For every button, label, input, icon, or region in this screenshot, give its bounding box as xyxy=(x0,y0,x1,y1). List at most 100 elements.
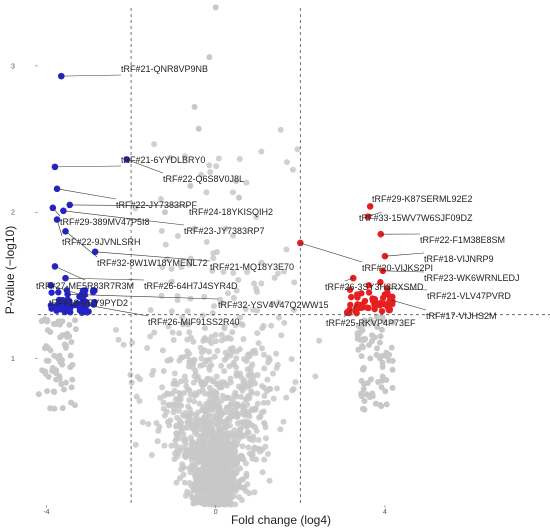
ns-point xyxy=(181,373,188,380)
ns-point xyxy=(258,280,265,287)
ns-point xyxy=(127,371,134,378)
ns-point xyxy=(132,205,139,212)
ns-point xyxy=(175,407,182,414)
ns-point xyxy=(229,345,236,352)
point-label: tRF#26-3SY3H3RXSMD xyxy=(325,282,424,292)
ns-point xyxy=(203,238,210,245)
ns-point xyxy=(57,334,64,341)
ns-point xyxy=(42,370,49,377)
ns-point xyxy=(213,389,220,396)
label-connector xyxy=(67,293,219,300)
x-axis-ticks: -4 0 4 xyxy=(43,505,387,516)
ns-point xyxy=(160,399,167,406)
ns-point xyxy=(211,353,218,360)
ns-point xyxy=(213,396,220,403)
ns-point xyxy=(51,388,58,395)
ns-point xyxy=(212,459,219,466)
ns-point xyxy=(129,339,136,346)
up-labeled-point xyxy=(381,252,389,260)
ns-point xyxy=(259,325,266,332)
ns-point xyxy=(229,189,236,196)
ns-point xyxy=(246,450,253,457)
ns-point xyxy=(225,415,232,422)
ns-point xyxy=(260,351,267,358)
ns-point xyxy=(208,443,215,450)
label-connector xyxy=(65,277,145,281)
ns-point xyxy=(378,384,385,391)
ns-point xyxy=(180,431,187,438)
ns-point xyxy=(261,384,268,391)
ns-point xyxy=(222,225,229,232)
down-labeled-point xyxy=(123,156,131,163)
ns-point xyxy=(173,479,180,486)
label-connector xyxy=(54,266,86,281)
ns-point xyxy=(203,400,210,407)
ns-point xyxy=(359,405,366,412)
ns-point xyxy=(356,329,363,336)
ns-point xyxy=(191,225,198,232)
point-label: tRF#22-Q6S8V0J8L xyxy=(163,174,244,184)
ns-point xyxy=(51,405,58,412)
up-point xyxy=(352,308,359,315)
ns-point xyxy=(67,352,74,359)
down-point xyxy=(83,309,91,316)
point-label: tRF#18-VIJNRP9 xyxy=(424,254,494,264)
ns-point xyxy=(226,363,233,370)
ns-point xyxy=(170,336,177,343)
ns-point xyxy=(234,372,241,379)
ns-point xyxy=(159,263,166,270)
ns-point xyxy=(171,370,178,377)
ns-point xyxy=(243,473,250,480)
ns-point xyxy=(203,189,210,196)
ns-point xyxy=(45,344,52,351)
ns-point xyxy=(201,426,208,433)
ns-point xyxy=(165,401,172,408)
ns-point xyxy=(215,486,222,493)
ns-point xyxy=(191,451,198,458)
ns-point xyxy=(196,400,203,407)
ns-point xyxy=(235,277,242,284)
ns-point xyxy=(275,314,282,321)
down-point xyxy=(66,305,74,313)
ns-point xyxy=(161,209,168,216)
ns-point xyxy=(197,484,204,491)
ns-point xyxy=(215,155,222,162)
ns-point xyxy=(222,349,229,356)
point-label: tRF#21-6YYDLBRY0 xyxy=(121,155,205,165)
ns-point xyxy=(194,441,201,448)
ns-point xyxy=(133,393,140,400)
ns-point xyxy=(190,379,197,386)
ns-point xyxy=(228,402,235,409)
point-label: tRF#18-VBY9PYD2 xyxy=(49,298,128,308)
ns-point xyxy=(170,381,177,388)
ns-point xyxy=(244,268,251,275)
ns-point xyxy=(53,376,60,383)
point-label: tRF#29-K87SERML92E2 xyxy=(372,194,473,204)
ns-point xyxy=(170,409,177,416)
ns-point xyxy=(376,339,383,346)
ns-point xyxy=(265,359,272,366)
ns-point xyxy=(190,462,197,469)
ns-point xyxy=(181,389,188,396)
ns-point xyxy=(388,344,395,351)
ns-point xyxy=(217,425,224,432)
ns-point xyxy=(199,497,206,504)
ns-point xyxy=(251,280,258,287)
ns-point xyxy=(361,398,368,405)
ns-point xyxy=(188,456,195,463)
ns-point xyxy=(278,332,285,339)
ns-point xyxy=(134,373,141,380)
down-point xyxy=(91,298,98,306)
up-point xyxy=(359,301,366,308)
ns-point xyxy=(184,308,191,315)
label-connector xyxy=(63,210,185,226)
ns-point xyxy=(261,456,268,463)
ns-point xyxy=(47,328,54,335)
ns-point xyxy=(364,379,371,386)
ns-point xyxy=(273,385,280,392)
ns-point xyxy=(271,274,278,281)
ns-point xyxy=(192,499,199,506)
ns-point xyxy=(214,416,221,423)
point-label: tRF#26-64H7J4SYR4D xyxy=(144,281,238,291)
ns-point xyxy=(177,396,184,403)
